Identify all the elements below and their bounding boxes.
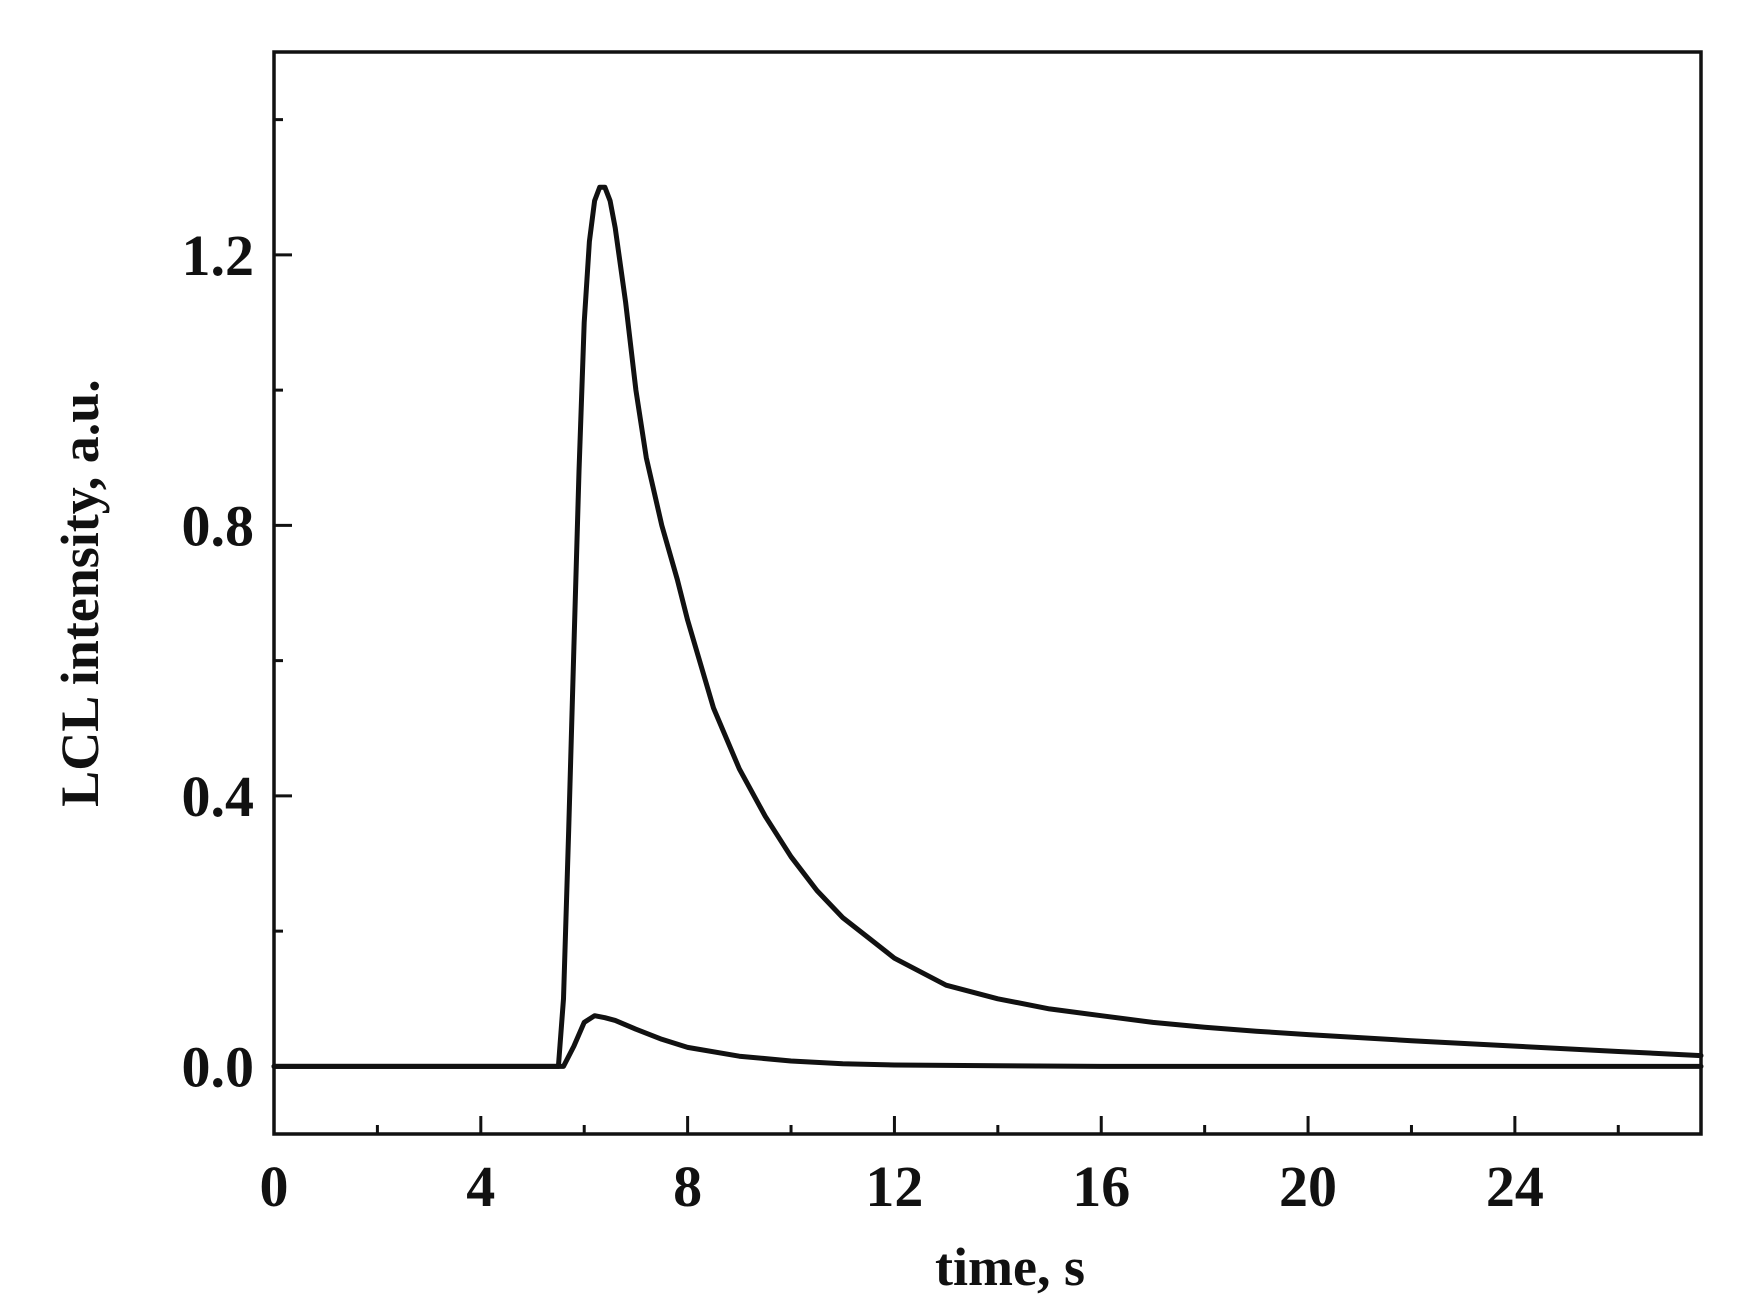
x-tick-label: 0	[260, 1154, 289, 1219]
x-axis-ticks: 0 4 8 12 16 20 24	[260, 1116, 1620, 1219]
x-axis-title: time, s	[935, 1237, 1085, 1297]
x-tick-label: 16	[1072, 1154, 1130, 1219]
series-line-2	[271, 1013, 1704, 1069]
y-axis-ticks: 0.0 0.4 0.8 1.2	[182, 118, 292, 1099]
y-tick-label: 1.2	[182, 223, 255, 288]
y-tick-label: 0.0	[182, 1034, 255, 1099]
plot-frame	[272, 50, 1703, 1136]
y-tick-label: 0.8	[182, 493, 255, 558]
x-tick-label: 4	[466, 1154, 495, 1219]
x-tick-label: 20	[1279, 1154, 1337, 1219]
y-axis-title: LCL intensity, a.u.	[50, 379, 110, 807]
series-group	[271, 184, 1704, 1069]
x-tick-label: 8	[673, 1154, 702, 1219]
x-tick-label: 12	[865, 1154, 923, 1219]
series-line-1	[271, 184, 1704, 1069]
y-tick-label: 0.4	[182, 764, 255, 829]
x-tick-label: 24	[1486, 1154, 1544, 1219]
